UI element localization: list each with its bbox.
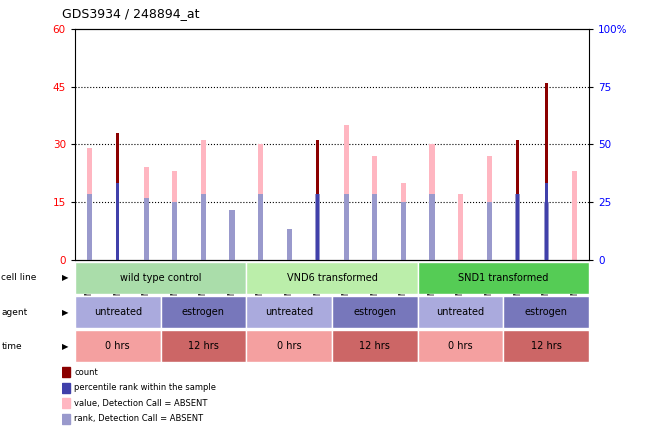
Bar <box>418 330 503 362</box>
Bar <box>315 194 320 260</box>
Bar <box>144 167 149 260</box>
Text: 12 hrs: 12 hrs <box>531 341 562 351</box>
Bar <box>201 140 206 260</box>
Bar <box>545 83 548 260</box>
Bar <box>316 140 320 260</box>
Bar <box>173 171 178 260</box>
Bar <box>401 202 406 260</box>
Bar <box>372 156 378 260</box>
Bar <box>486 202 492 260</box>
Text: cell line: cell line <box>1 274 36 282</box>
Text: ▶: ▶ <box>62 308 68 317</box>
Bar <box>229 210 234 260</box>
Bar <box>545 183 548 260</box>
Bar <box>229 229 234 260</box>
Bar <box>418 296 503 328</box>
Text: wild type control: wild type control <box>120 273 201 283</box>
Text: estrogen: estrogen <box>182 307 225 317</box>
Bar <box>401 183 406 260</box>
Bar <box>286 229 292 260</box>
Bar <box>418 262 589 294</box>
Text: agent: agent <box>1 308 27 317</box>
Bar <box>430 144 435 260</box>
Bar <box>515 194 520 260</box>
Bar <box>516 140 519 260</box>
Bar <box>173 202 178 260</box>
Bar <box>116 183 119 260</box>
Bar <box>62 398 70 408</box>
Text: rank, Detection Call = ABSENT: rank, Detection Call = ABSENT <box>74 414 204 424</box>
Text: 0 hrs: 0 hrs <box>449 341 473 351</box>
Bar <box>486 156 492 260</box>
Text: 12 hrs: 12 hrs <box>359 341 391 351</box>
Text: VND6 transformed: VND6 transformed <box>286 273 378 283</box>
Text: 12 hrs: 12 hrs <box>188 341 219 351</box>
Bar <box>246 330 332 362</box>
Text: untreated: untreated <box>265 307 313 317</box>
Bar <box>75 330 161 362</box>
Text: untreated: untreated <box>94 307 142 317</box>
Bar <box>144 198 149 260</box>
Text: 0 hrs: 0 hrs <box>277 341 301 351</box>
Text: time: time <box>1 342 22 351</box>
Text: value, Detection Call = ABSENT: value, Detection Call = ABSENT <box>74 399 208 408</box>
Text: ▶: ▶ <box>62 342 68 351</box>
Bar <box>246 296 332 328</box>
Bar <box>503 296 589 328</box>
Bar <box>116 133 119 260</box>
Bar <box>544 202 549 260</box>
Bar <box>161 296 246 328</box>
Bar <box>62 383 70 393</box>
Text: GDS3934 / 248894_at: GDS3934 / 248894_at <box>62 7 199 20</box>
Bar <box>87 148 92 260</box>
Text: estrogen: estrogen <box>353 307 396 317</box>
Bar <box>332 330 418 362</box>
Bar <box>62 414 70 424</box>
Bar <box>332 296 418 328</box>
Text: percentile rank within the sample: percentile rank within the sample <box>74 383 216 392</box>
Bar <box>62 367 70 377</box>
Bar <box>516 194 519 260</box>
Bar <box>75 296 161 328</box>
Bar <box>246 262 418 294</box>
Bar <box>258 144 263 260</box>
Bar <box>161 330 246 362</box>
Bar <box>372 194 378 260</box>
Text: untreated: untreated <box>437 307 484 317</box>
Bar <box>572 171 577 260</box>
Bar <box>430 194 435 260</box>
Bar <box>286 244 292 260</box>
Bar <box>344 125 349 260</box>
Bar <box>75 262 246 294</box>
Bar <box>258 194 263 260</box>
Text: ▶: ▶ <box>62 274 68 282</box>
Text: count: count <box>74 368 98 377</box>
Text: SND1 transformed: SND1 transformed <box>458 273 549 283</box>
Bar <box>503 330 589 362</box>
Bar <box>458 194 463 260</box>
Text: estrogen: estrogen <box>525 307 568 317</box>
Bar <box>87 194 92 260</box>
Bar <box>201 194 206 260</box>
Bar <box>316 194 320 260</box>
Text: 0 hrs: 0 hrs <box>105 341 130 351</box>
Bar <box>344 194 349 260</box>
